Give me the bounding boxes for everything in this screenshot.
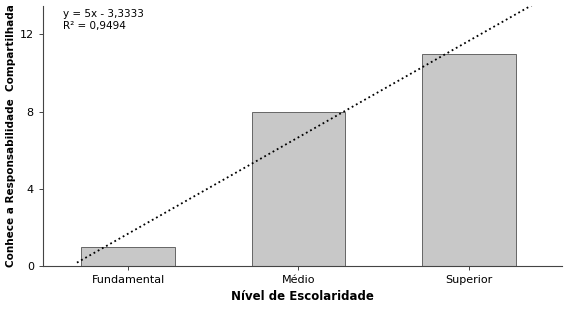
Text: y = 5x - 3,3333
R² = 0,9494: y = 5x - 3,3333 R² = 0,9494	[63, 9, 144, 31]
Bar	[422, 54, 516, 266]
Bar	[252, 112, 345, 266]
Y-axis label: Conhece a Responsabilidade  Compartilhada: Conhece a Responsabilidade Compartilhada	[6, 4, 15, 267]
X-axis label: Nível de Escolaridade: Nível de Escolaridade	[231, 290, 374, 303]
Bar	[81, 247, 175, 266]
